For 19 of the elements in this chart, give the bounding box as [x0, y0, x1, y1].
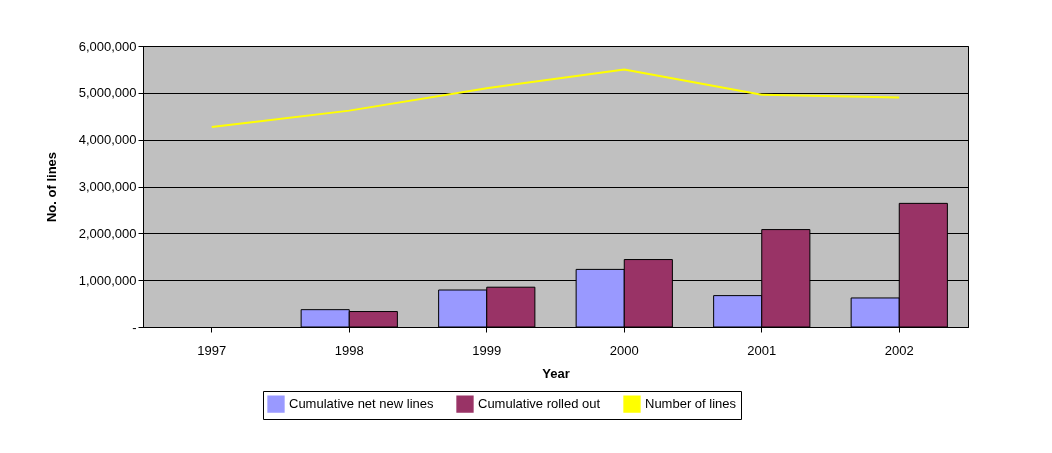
y-tick-label: 1,000,000 — [78, 272, 137, 288]
y-tick-label: 3,000,000 — [78, 179, 137, 194]
x-axis-title: Year — [542, 365, 570, 381]
legend-label: Cumulative net new lines — [289, 396, 435, 412]
x-tick-label: 1999 — [472, 342, 502, 358]
line-series — [210, 68, 901, 129]
y-tick-label: 6,000,000 — [78, 38, 137, 54]
x-tick-label: 2002 — [884, 342, 914, 358]
x-tick-label: 1997 — [197, 342, 227, 358]
legend-label: Number of lines — [645, 396, 737, 412]
x-tick-label: 2001 — [747, 342, 777, 358]
y-tick-label: 5,000,000 — [78, 85, 137, 101]
x-tick-label: 1998 — [334, 342, 364, 358]
y-axis-title: No. of lines — [43, 151, 59, 223]
y-tick-label: 4,000,000 — [78, 132, 137, 148]
y-tick-label: 2,000,000 — [78, 225, 137, 241]
x-tick-label: 2000 — [609, 342, 639, 358]
y-tick-label: - — [132, 319, 137, 335]
legend-label: Cumulative rolled out — [478, 396, 601, 412]
